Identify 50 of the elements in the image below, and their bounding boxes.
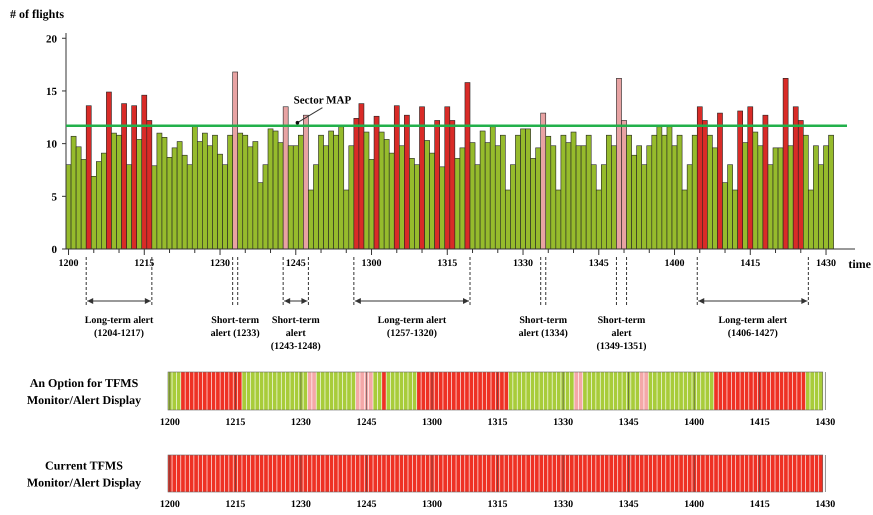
x-tick-label: 1315 — [488, 417, 508, 428]
x-tick-label: 1215 — [134, 258, 154, 269]
x-tick-label: 1245 — [286, 258, 306, 269]
x-tick-label: 1430 — [815, 417, 836, 428]
x-tick-label: 1330 — [553, 417, 574, 428]
y-tick-label: 15 — [46, 86, 58, 98]
text: Short-term alert (1243-1248) — [270, 315, 321, 352]
text: Long-term alert (1257-1320) — [378, 315, 447, 339]
x-tick-label: 1315 — [437, 258, 458, 269]
y-tick-label: 10 — [46, 138, 58, 151]
y-axis-title: An Option for TFMS Monitor/Alert Display — [26, 376, 142, 407]
x-tick-label: 1200 — [160, 417, 180, 428]
x-tick-label: 1300 — [362, 258, 382, 269]
x-tick-label: 1400 — [684, 499, 704, 510]
x-tick-label: 1200 — [160, 499, 180, 510]
x-tick-label: 1330 — [553, 499, 574, 510]
x-tick-label: 1215 — [225, 417, 246, 428]
x-tick-label: 1215 — [225, 499, 246, 510]
x-tick-label: 1400 — [664, 258, 685, 269]
y-tick-label: 20 — [46, 33, 58, 46]
y-axis-title: Current TFMS Monitor/Alert Display — [26, 458, 142, 490]
x-tick-label: 1345 — [588, 258, 609, 269]
x-tick-label: 1300 — [422, 499, 442, 510]
x-tick-label: 1415 — [750, 499, 770, 510]
x-tick-label: 1345 — [618, 499, 639, 510]
x-tick-label: 1230 — [210, 258, 230, 269]
y-axis-title: # of flights — [10, 7, 64, 21]
x-tick-label: 1415 — [740, 258, 760, 269]
text: Long-term alert (1204-1217) — [84, 315, 154, 339]
text: Long-term alert (1406-1427) — [718, 315, 788, 339]
y-tick-label: 0 — [52, 244, 58, 256]
x-tick-label: 1245 — [356, 417, 376, 428]
x-tick-label: 1230 — [290, 499, 311, 510]
x-axis-title: time — [848, 257, 872, 271]
x-tick-label: 1300 — [422, 417, 442, 428]
x-tick-label: 1430 — [815, 499, 836, 510]
x-tick-label: 1230 — [290, 417, 311, 428]
x-tick-label: 1430 — [816, 258, 836, 269]
text: Short-term alert (1334) — [518, 315, 568, 339]
x-tick-label: 1345 — [618, 417, 639, 428]
ref-line-label: Sector MAP — [294, 94, 352, 107]
x-tick-label: 1245 — [356, 499, 376, 510]
x-tick-label: 1415 — [750, 417, 770, 428]
x-tick-label: 1330 — [513, 258, 534, 269]
y-tick-label: 5 — [52, 191, 58, 204]
x-tick-label: 1200 — [58, 258, 79, 269]
text: Short-term alert (1349-1351) — [596, 315, 646, 352]
x-tick-label: 1315 — [488, 499, 508, 510]
x-tick-label: 1400 — [684, 417, 704, 428]
text: Short-term alert (1233) — [210, 315, 260, 339]
